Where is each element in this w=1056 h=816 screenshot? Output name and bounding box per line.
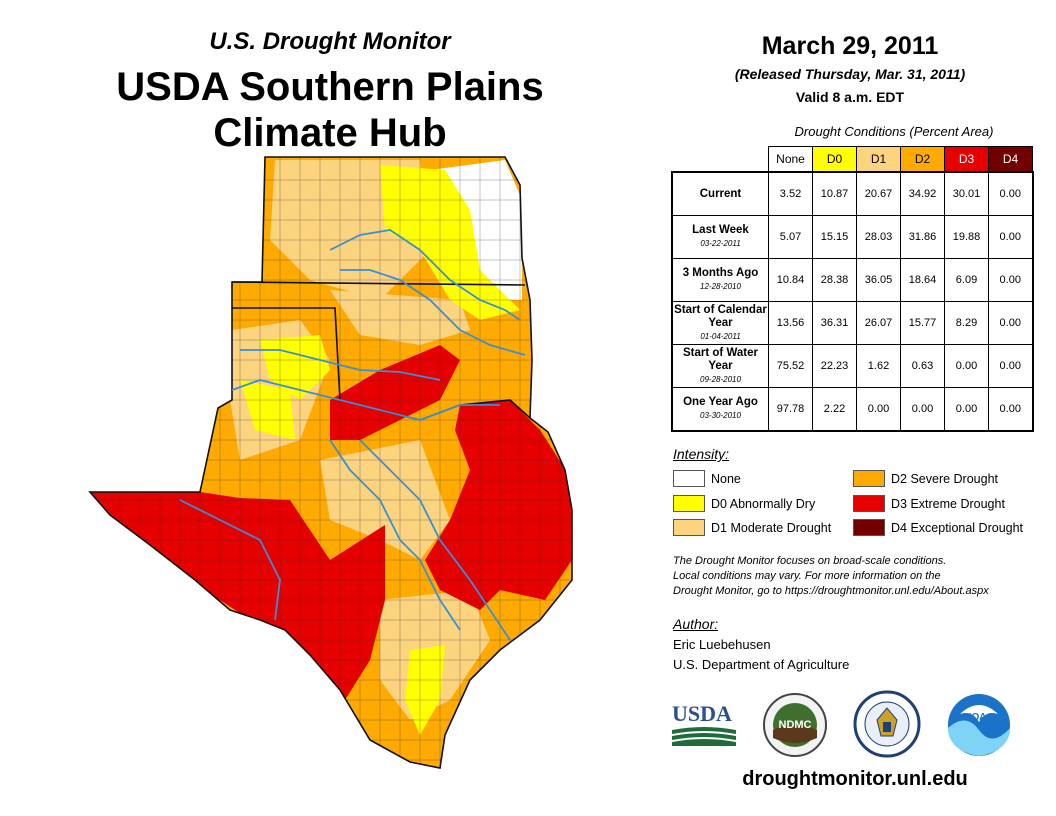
row-label: Last Week 03-22-2011 [671,215,769,259]
commerce-seal-logo [853,690,921,758]
noaa-logo: NOAA [948,694,1010,756]
table-cell: 15.77 [900,301,945,345]
table-cell: 30.01 [944,171,989,216]
release-date: (Released Thursday, Mar. 31, 2011) [734,66,966,82]
table-cell: 97.78 [768,387,813,432]
drought-regions [90,157,572,768]
table-cell: 0.00 [988,344,1033,388]
table-cell: 22.23 [812,344,857,388]
table-cell: 0.00 [988,215,1033,259]
table-cell: 0.00 [856,387,901,432]
col-d1: D1 [856,146,901,173]
drought-map [88,156,573,769]
map-title: USDA Southern Plains Climate Hub [80,64,580,156]
table-cell: 0.00 [988,171,1033,216]
legend-item-d0: D0 Abnormally Dry [673,495,815,512]
col-d0: D0 [812,146,857,173]
table-cell: 31.86 [900,215,945,259]
legend-item-d1: D1 Moderate Drought [673,519,831,536]
table-cell: 3.52 [768,171,813,216]
map-title-line1: USDA Southern Plains [116,65,544,109]
ndmc-logo: NDMC [763,693,827,757]
table-corner [672,147,769,173]
table-cell: 1.62 [856,344,901,388]
col-d3: D3 [944,146,989,173]
table-row: Last Week 03-22-2011 5.07 15.15 28.03 31.… [671,215,1033,259]
legend-swatch [853,495,885,512]
table-cell: 19.88 [944,215,989,259]
author-name: Eric Luebehusen [673,637,771,652]
table-cell: 6.09 [944,258,989,302]
monitor-url[interactable]: droughtmonitor.unl.edu [742,768,968,790]
map-date: March 29, 2011 [761,32,939,60]
table-cell: 26.07 [856,301,901,345]
table-cell: 20.67 [856,171,901,216]
drought-conditions-table: None D0 D1 D2 D3 D4 Current 3.52 10.87 2… [671,146,1034,432]
rivers [179,229,526,641]
legend-item-d4: D4 Exceptional Drought [853,519,1023,536]
row-label: Current [671,171,769,216]
table-cell: 0.00 [944,387,989,432]
usda-logo: USDA [672,702,736,748]
table-cell: 15.15 [812,215,857,259]
table-row: 3 Months Ago 12-28-2010 10.84 28.38 36.05… [671,258,1033,302]
col-none: None [768,146,813,173]
legend-item-d2: D2 Severe Drought [853,470,998,487]
legend-swatch [853,519,885,536]
table-cell: 0.00 [988,258,1033,302]
table-row: Start of Water Year 09-28-2010 75.52 22.2… [671,344,1033,388]
table-cell: 28.38 [812,258,857,302]
table-cell: 0.63 [900,344,945,388]
monitor-note: The Drought Monitor focuses on broad-sca… [673,555,989,597]
legend-title: Intensity: [673,446,730,462]
table-cell: 28.03 [856,215,901,259]
legend-item-d3: D3 Extreme Drought [853,495,1005,512]
table-cell: 36.05 [856,258,901,302]
table-cell: 10.84 [768,258,813,302]
noaa-logo-text: NOAA [964,712,993,723]
table-cell: 36.31 [812,301,857,345]
table-cell: 10.87 [812,171,857,216]
table-cell: 0.00 [944,344,989,388]
legend-swatch [673,495,705,512]
table-row: Start of Calendar Year 01-04-2011 13.56 3… [671,301,1033,345]
author-org: U.S. Department of Agriculture [673,657,850,672]
legend-item-none: None [673,470,741,487]
legend-swatch [673,519,705,536]
legend-swatch [673,470,705,487]
col-d4: D4 [988,146,1033,173]
table-header-row: None D0 D1 D2 D3 D4 [672,146,1033,173]
row-label: One Year Ago 03-30-2010 [671,387,769,432]
table-cell: 5.07 [768,215,813,259]
table-cell: 0.00 [988,387,1033,432]
table-cell: 8.29 [944,301,989,345]
table-cell: 18.64 [900,258,945,302]
table-cell: 75.52 [768,344,813,388]
ndmc-logo-text: NDMC [779,719,812,731]
table-row: One Year Ago 03-30-2010 97.78 2.22 0.00 0… [671,387,1033,432]
map-subtitle: U.S. Drought Monitor [209,28,451,55]
legend-swatch [853,470,885,487]
table-cell: 0.00 [900,387,945,432]
row-label: Start of Water Year 09-28-2010 [671,344,769,388]
table-row: Current 3.52 10.87 20.67 34.92 30.01 0.0… [671,171,1033,216]
conditions-caption: Drought Conditions (Percent Area) [794,124,994,139]
col-d2: D2 [900,146,945,173]
row-label: 3 Months Ago 12-28-2010 [671,258,769,302]
table-cell: 13.56 [768,301,813,345]
table-cell: 0.00 [988,301,1033,345]
valid-time: Valid 8 a.m. EDT [795,89,905,105]
map-title-line2: Climate Hub [213,111,447,155]
author-title: Author: [673,616,719,632]
table-cell: 2.22 [812,387,857,432]
row-label: Start of Calendar Year 01-04-2011 [671,301,769,345]
table-cell: 34.92 [900,171,945,216]
